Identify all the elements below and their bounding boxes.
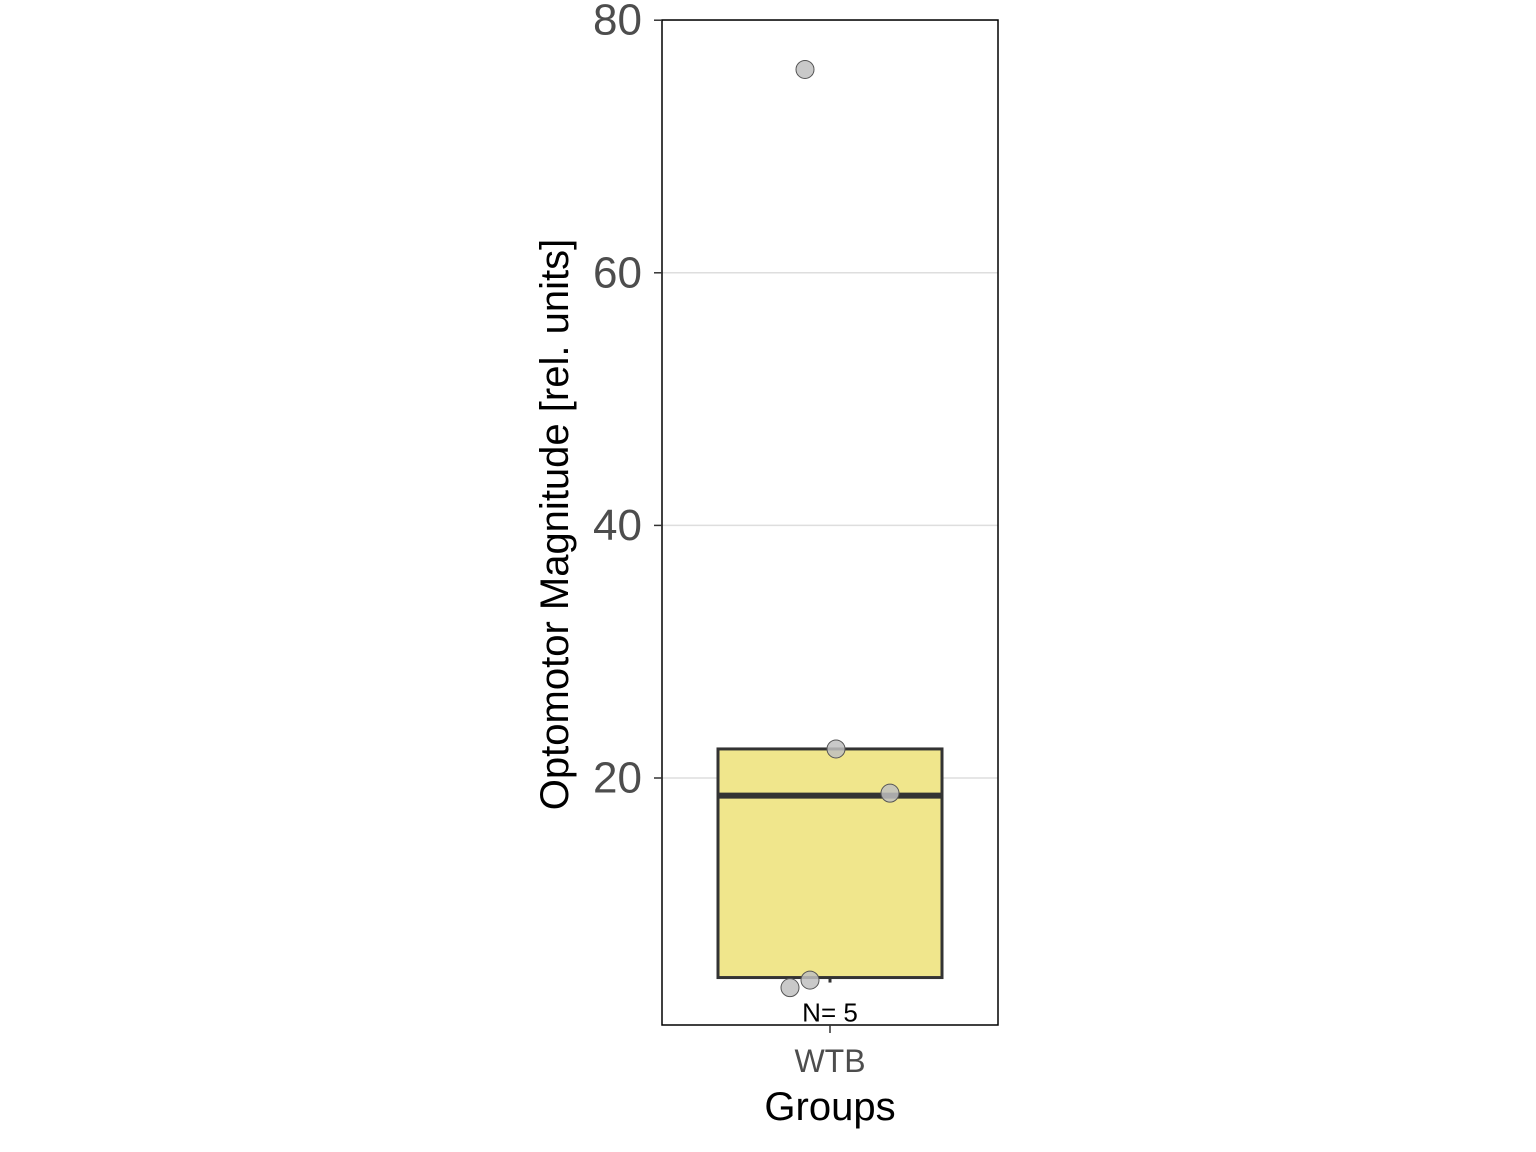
y-axis: 20 40 60 80 (593, 0, 662, 803)
x-tick-label-wtb: WTB (794, 1043, 865, 1079)
y-tick-label: 20 (593, 754, 642, 803)
boxes: N= 5 (716, 747, 944, 1028)
y-tick-label: 80 (593, 0, 642, 45)
box-wtb (716, 747, 944, 980)
y-tick-label: 60 (593, 248, 642, 297)
x-axis: WTB (794, 1025, 866, 1079)
data-points (780, 59, 900, 998)
data-point (800, 970, 820, 990)
sample-size-label: N= 5 (802, 998, 858, 1028)
x-axis-title: Groups (764, 1085, 895, 1129)
y-axis-title: Optomotor Magnitude [rel. units] (533, 239, 577, 810)
y-tick-label: 40 (593, 501, 642, 550)
data-point (780, 978, 800, 998)
data-point (795, 59, 815, 79)
data-point (880, 783, 900, 803)
data-point (826, 739, 846, 759)
gridlines (662, 19, 998, 779)
